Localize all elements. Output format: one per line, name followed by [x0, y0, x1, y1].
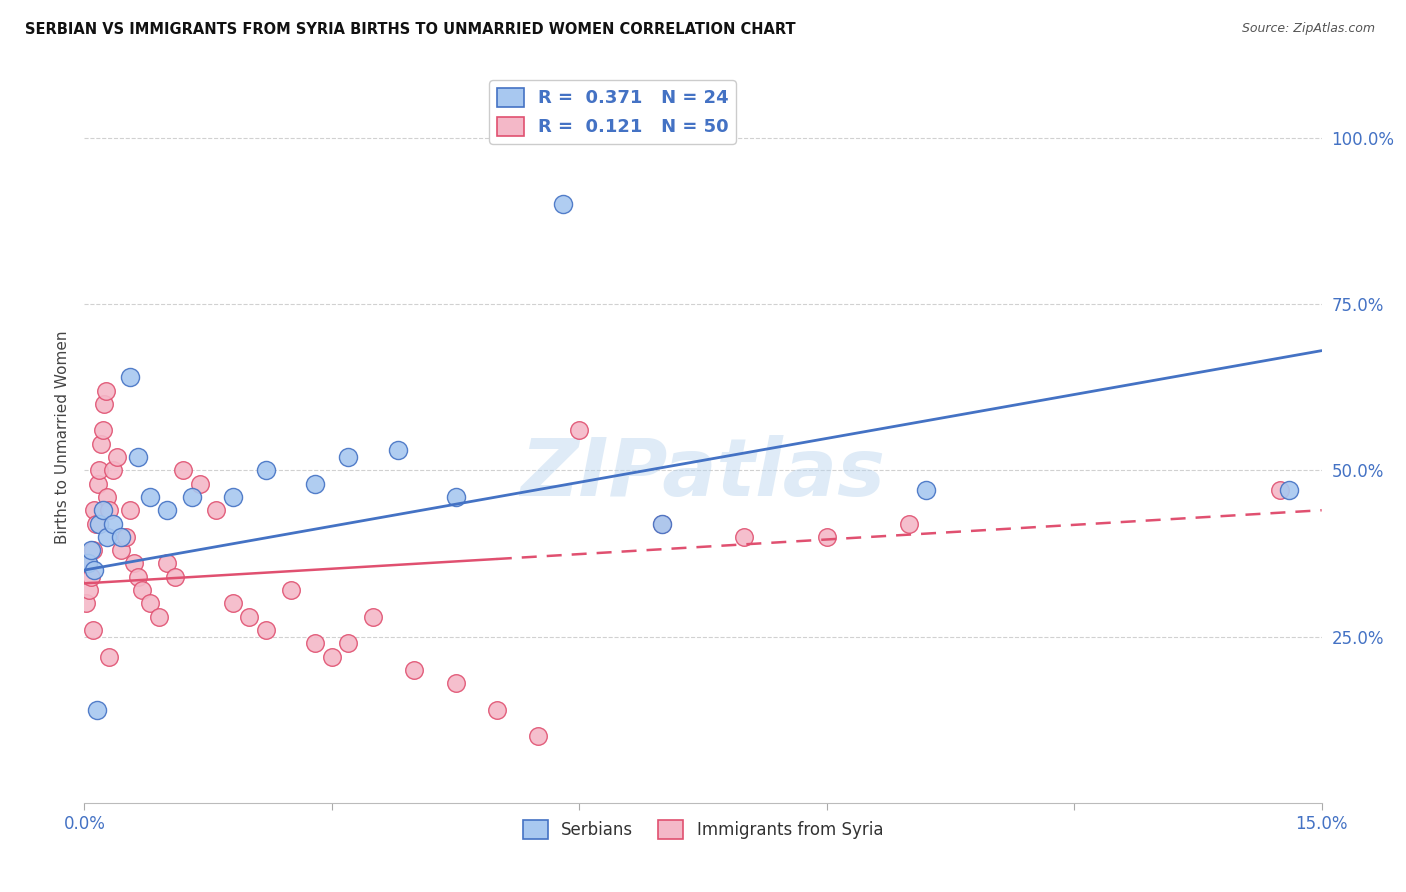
Point: [205, 503, 228, 517]
Point: [485, 703, 508, 717]
Point: [118, 503, 141, 517]
Point: [1270, 483, 1292, 498]
Point: [84, 516, 107, 531]
Point: [651, 516, 673, 531]
Point: [180, 490, 202, 504]
Point: [98, 649, 121, 664]
Point: [568, 424, 591, 438]
Point: [527, 729, 550, 743]
Point: [148, 609, 170, 624]
Point: [118, 370, 141, 384]
Point: [321, 649, 343, 664]
Point: [94, 384, 117, 398]
Point: [222, 490, 245, 504]
Point: [77, 557, 100, 571]
Point: [304, 636, 326, 650]
Point: [96, 530, 118, 544]
Point: [75, 596, 97, 610]
Point: [254, 623, 277, 637]
Point: [82, 543, 104, 558]
Point: [86, 703, 108, 717]
Point: [103, 516, 125, 531]
Text: ZIPatlas: ZIPatlas: [520, 434, 886, 513]
Point: [156, 557, 179, 571]
Point: [80, 570, 103, 584]
Point: [91, 424, 114, 438]
Point: [172, 463, 194, 477]
Point: [238, 609, 260, 624]
Point: [96, 490, 118, 504]
Point: [188, 476, 211, 491]
Point: [444, 490, 467, 504]
Point: [222, 596, 245, 610]
Point: [404, 663, 426, 677]
Point: [304, 476, 326, 491]
Point: [98, 503, 121, 517]
Point: [444, 676, 467, 690]
Point: [898, 516, 921, 531]
Point: [139, 490, 162, 504]
Point: [103, 463, 125, 477]
Point: [93, 397, 115, 411]
Point: [90, 436, 112, 450]
Y-axis label: Births to Unmarried Women: Births to Unmarried Women: [55, 330, 70, 544]
Text: Source: ZipAtlas.com: Source: ZipAtlas.com: [1241, 22, 1375, 36]
Point: [1278, 483, 1301, 498]
Point: [89, 516, 111, 531]
Point: [551, 197, 574, 211]
Point: [127, 450, 149, 464]
Point: [86, 476, 108, 491]
Point: [914, 483, 936, 498]
Point: [361, 609, 384, 624]
Point: [139, 596, 162, 610]
Point: [387, 443, 409, 458]
Point: [815, 530, 838, 544]
Point: [80, 543, 103, 558]
Point: [337, 636, 360, 650]
Point: [83, 563, 105, 577]
Point: [131, 582, 153, 597]
Point: [76, 557, 98, 571]
Point: [156, 503, 179, 517]
Text: SERBIAN VS IMMIGRANTS FROM SYRIA BIRTHS TO UNMARRIED WOMEN CORRELATION CHART: SERBIAN VS IMMIGRANTS FROM SYRIA BIRTHS …: [25, 22, 796, 37]
Point: [651, 516, 673, 531]
Point: [127, 570, 149, 584]
Point: [254, 463, 277, 477]
Point: [110, 530, 132, 544]
Point: [165, 570, 187, 584]
Point: [82, 623, 104, 637]
Point: [83, 503, 105, 517]
Point: [733, 530, 755, 544]
Point: [114, 530, 136, 544]
Point: [337, 450, 360, 464]
Legend: Serbians, Immigrants from Syria: Serbians, Immigrants from Syria: [516, 814, 890, 846]
Point: [122, 557, 145, 571]
Point: [110, 543, 132, 558]
Point: [89, 463, 111, 477]
Point: [105, 450, 128, 464]
Point: [79, 582, 101, 597]
Point: [91, 503, 114, 517]
Point: [280, 582, 302, 597]
